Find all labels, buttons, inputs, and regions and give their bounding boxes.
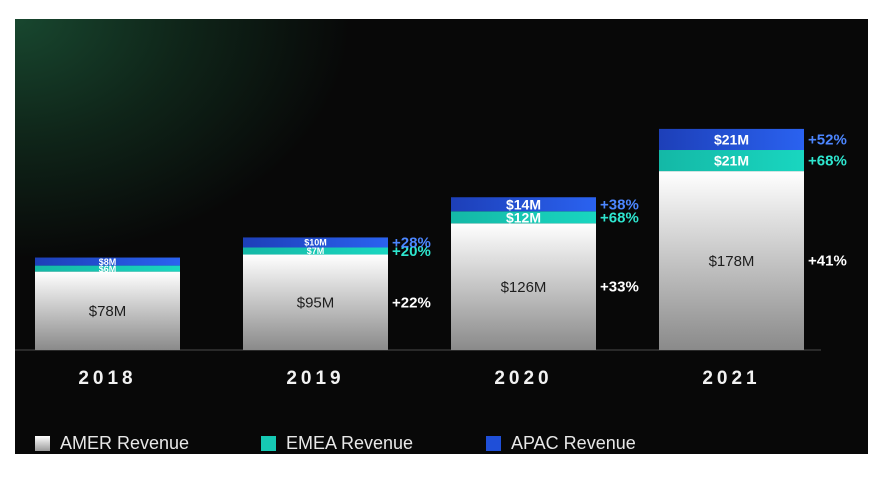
value-label-amer-2018: $78M xyxy=(89,303,127,320)
value-label-apac-2018: $8M xyxy=(99,257,117,267)
x-tick-label-2019: 2019 xyxy=(286,368,344,389)
bar-amer-2021 xyxy=(659,171,804,350)
legend-item-amer: AMER Revenue xyxy=(35,433,189,454)
value-label-apac-2020: $14M xyxy=(506,196,541,212)
chart-panel: $78M $6M $8M 2018 $95M +22% $7M +20% $10M +28% 201… xyxy=(15,19,868,454)
legend-label-amer: AMER Revenue xyxy=(60,433,190,453)
x-tick-label-2018: 2018 xyxy=(78,368,136,389)
bar-amer-2019 xyxy=(243,254,388,350)
value-label-apac-2021: $21M xyxy=(714,131,749,147)
legend-swatch-amer xyxy=(35,436,50,451)
growth-label-emea-2020: +68% xyxy=(600,209,639,226)
bar-apac-2021 xyxy=(659,128,804,151)
bar-emea-2021 xyxy=(659,150,804,172)
growth-label-apac-2020: +38% xyxy=(600,196,639,213)
growth-label-apac-2021: +52% xyxy=(808,131,847,148)
value-label-emea-2018: $6M xyxy=(99,264,117,274)
growth-label-emea-2021: +68% xyxy=(808,153,847,170)
value-label-apac-2019: $10M xyxy=(304,238,327,248)
bar-apac-2018 xyxy=(35,257,180,266)
legend-item-emea: EMEA Revenue xyxy=(261,433,413,454)
growth-label-emea-2019: +20% xyxy=(392,243,431,260)
growth-label-apac-2019: +28% xyxy=(392,234,431,251)
value-label-emea-2019: $7M xyxy=(307,246,325,256)
value-label-amer-2021: $178M xyxy=(709,253,755,270)
value-label-amer-2020: $126M xyxy=(501,279,547,296)
legend-item-apac: APAC Revenue xyxy=(486,433,636,454)
growth-label-amer-2019: +22% xyxy=(392,294,431,311)
bar-emea-2018 xyxy=(35,265,180,272)
value-label-amer-2019: $95M xyxy=(297,295,335,312)
growth-label-amer-2021: +41% xyxy=(808,253,847,270)
legend-label-emea: EMEA Revenue xyxy=(286,433,414,453)
bar-emea-2019 xyxy=(243,247,388,255)
bar-amer-2018 xyxy=(35,271,180,350)
value-label-emea-2020: $12M xyxy=(506,209,541,225)
growth-label-amer-2020: +33% xyxy=(600,279,639,296)
bar-amer-2020 xyxy=(451,223,596,350)
legend-label-apac: APAC Revenue xyxy=(511,433,636,453)
bar-emea-2020 xyxy=(451,211,596,224)
legend-swatch-apac xyxy=(486,436,501,451)
bar-apac-2020 xyxy=(451,197,596,212)
x-tick-label-2021: 2021 xyxy=(702,368,760,389)
bar-apac-2019 xyxy=(243,237,388,248)
legend-swatch-emea xyxy=(261,436,276,451)
chart-svg: $78M $6M$8M 2018 $95M +22% $7M +20% $10M +28% 201… xyxy=(15,128,847,389)
value-label-emea-2021: $21M xyxy=(714,153,749,169)
x-tick-label-2020: 2020 xyxy=(494,368,552,389)
